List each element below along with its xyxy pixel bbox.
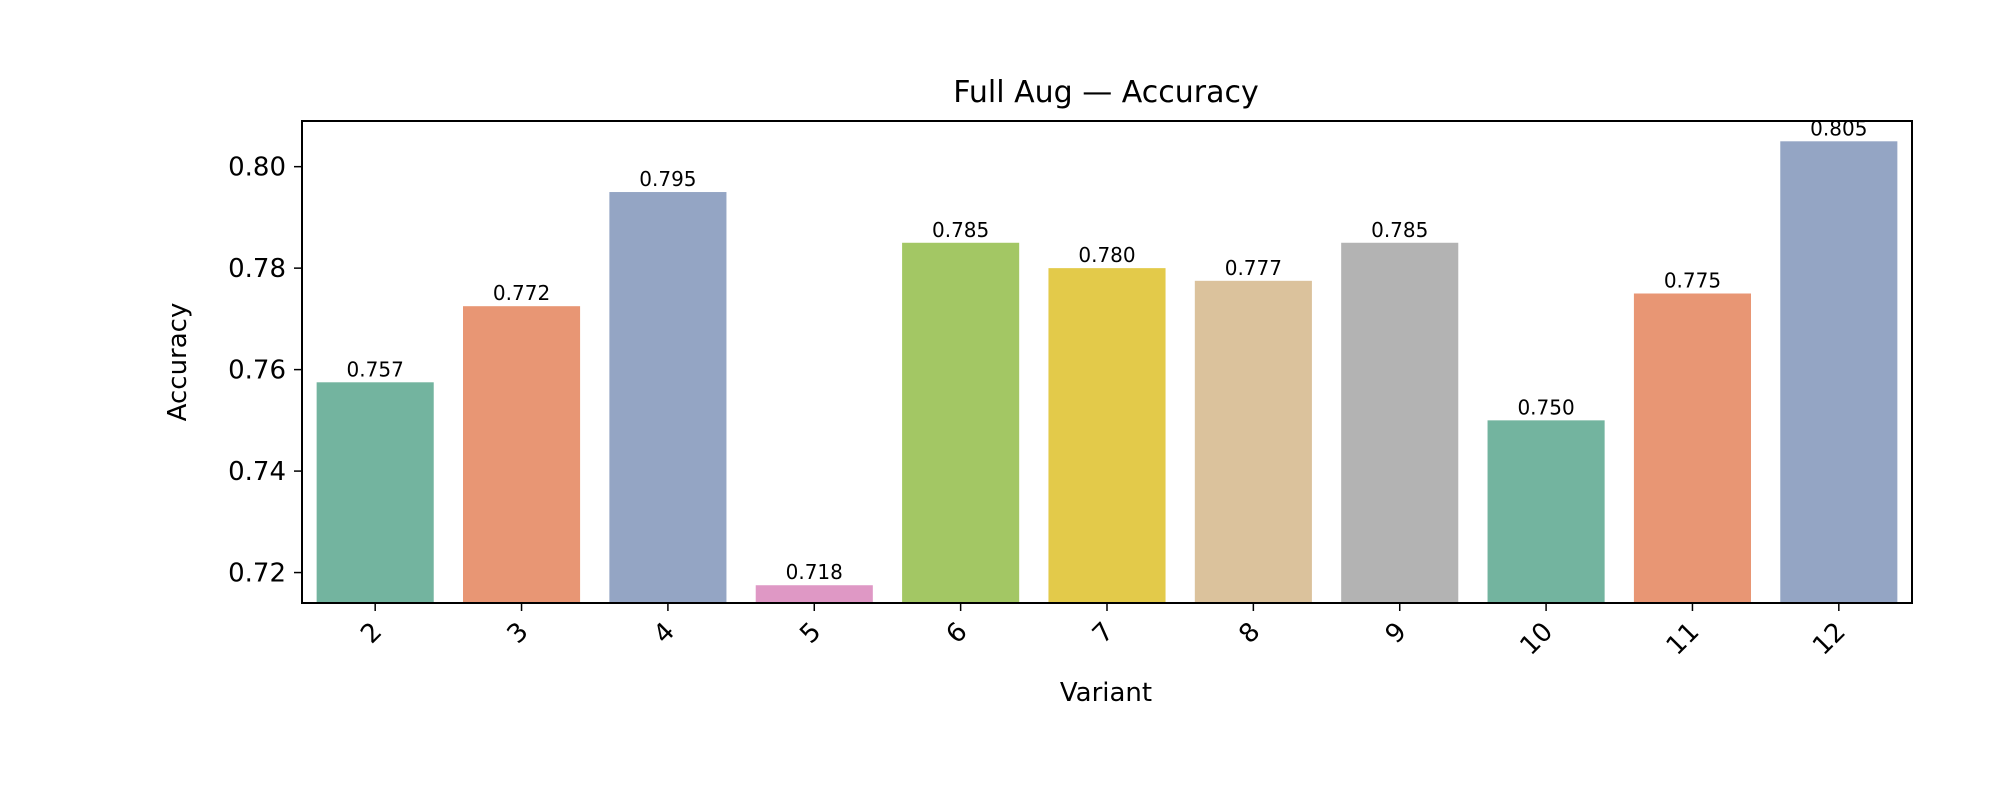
y-tick-label: 0.76 (228, 356, 286, 386)
x-tick-label-5: 5 (794, 617, 827, 650)
data-label-7: 0.780 (1078, 243, 1135, 267)
bars-group (316, 141, 1898, 603)
bar-12 (1780, 141, 1898, 603)
bar-2 (316, 382, 434, 603)
y-axis-label: Accuracy (163, 303, 193, 422)
y-tick-label: 0.74 (228, 457, 286, 487)
bar-8 (1194, 280, 1312, 603)
data-label-11: 0.775 (1664, 269, 1721, 293)
data-label-8: 0.777 (1225, 256, 1282, 280)
data-labels-group: 0.757 0.772 0.795 0.718 0.785 0.780 0.777 0.785… (347, 116, 1868, 584)
x-tick-label-11: 11 (1661, 617, 1706, 662)
x-axis: 2 3 4 5 6 7 8 9 10 11 12 (355, 603, 1852, 661)
bar-4 (609, 192, 727, 603)
bar-11 (1633, 293, 1751, 603)
x-tick-label-12: 12 (1807, 617, 1852, 662)
data-label-9: 0.785 (1371, 218, 1428, 242)
data-label-3: 0.772 (493, 281, 550, 305)
y-tick-label: 0.78 (228, 254, 286, 284)
data-label-4: 0.795 (639, 167, 696, 191)
x-tick-label-7: 7 (1087, 617, 1120, 650)
plot-frame (301, 120, 1913, 604)
chart-title: Full Aug — Accuracy (953, 75, 1258, 110)
bar-7 (1048, 268, 1166, 603)
bar-10 (1487, 420, 1605, 603)
data-label-6: 0.785 (932, 218, 989, 242)
data-label-10: 0.750 (1517, 395, 1574, 419)
x-tick-label-4: 4 (648, 617, 681, 650)
x-tick-label-6: 6 (941, 617, 974, 650)
bar-6 (902, 242, 1020, 603)
x-tick-label-2: 2 (355, 617, 388, 650)
y-tick-label: 0.80 (228, 153, 286, 183)
data-label-2: 0.757 (347, 357, 404, 381)
x-axis-label: Variant (1060, 678, 1152, 708)
x-tick-label-8: 8 (1233, 617, 1266, 650)
data-label-5: 0.718 (786, 560, 843, 584)
x-tick-label-10: 10 (1514, 617, 1559, 662)
bar-3 (463, 306, 581, 603)
bar-5 (755, 585, 873, 603)
x-tick-label-9: 9 (1380, 617, 1413, 650)
bar-9 (1341, 242, 1459, 603)
y-axis: 0.72 0.74 0.76 0.78 0.80 (228, 153, 302, 589)
data-label-12: 0.805 (1810, 116, 1867, 140)
x-tick-label-3: 3 (502, 617, 535, 650)
y-tick-label: 0.72 (228, 559, 286, 589)
